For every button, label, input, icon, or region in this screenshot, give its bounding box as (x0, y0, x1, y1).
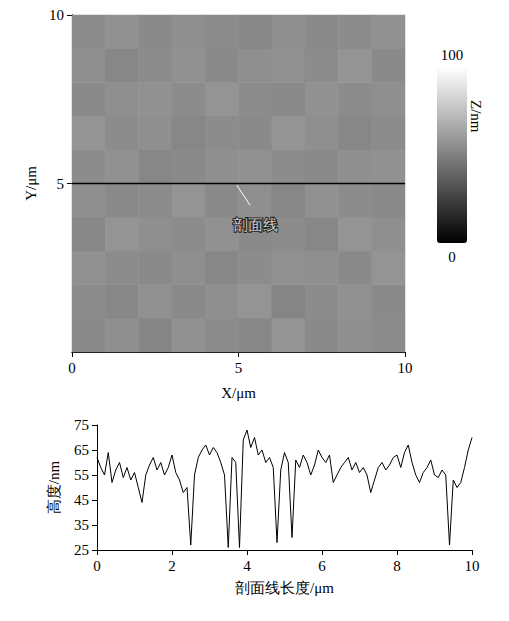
svg-text:55: 55 (74, 467, 89, 483)
svg-text:0: 0 (448, 249, 456, 265)
svg-text:100: 100 (441, 47, 464, 63)
svg-text:25: 25 (74, 542, 89, 558)
svg-text:剖面线长度/μm: 剖面线长度/μm (235, 580, 334, 596)
svg-text:45: 45 (74, 492, 89, 508)
svg-text:Y/μm: Y/μm (23, 166, 39, 201)
svg-text:2: 2 (168, 558, 176, 574)
svg-text:剖面线: 剖面线 (233, 217, 278, 233)
svg-text:Z/nm: Z/nm (468, 100, 484, 133)
svg-text:0: 0 (93, 558, 101, 574)
svg-text:5: 5 (235, 360, 243, 376)
svg-text:65: 65 (74, 442, 89, 458)
svg-text:6: 6 (318, 558, 326, 574)
svg-text:75: 75 (74, 417, 89, 433)
svg-text:10: 10 (465, 558, 480, 574)
svg-text:10: 10 (398, 360, 413, 376)
svg-text:X/μm: X/μm (221, 385, 256, 401)
svg-text:35: 35 (74, 517, 89, 533)
svg-text:4: 4 (243, 558, 251, 574)
svg-text:0: 0 (68, 360, 76, 376)
svg-text:8: 8 (393, 558, 401, 574)
svg-text:10: 10 (49, 7, 64, 23)
svg-text:5: 5 (57, 176, 65, 192)
svg-text:高度/nm: 高度/nm (46, 461, 62, 515)
